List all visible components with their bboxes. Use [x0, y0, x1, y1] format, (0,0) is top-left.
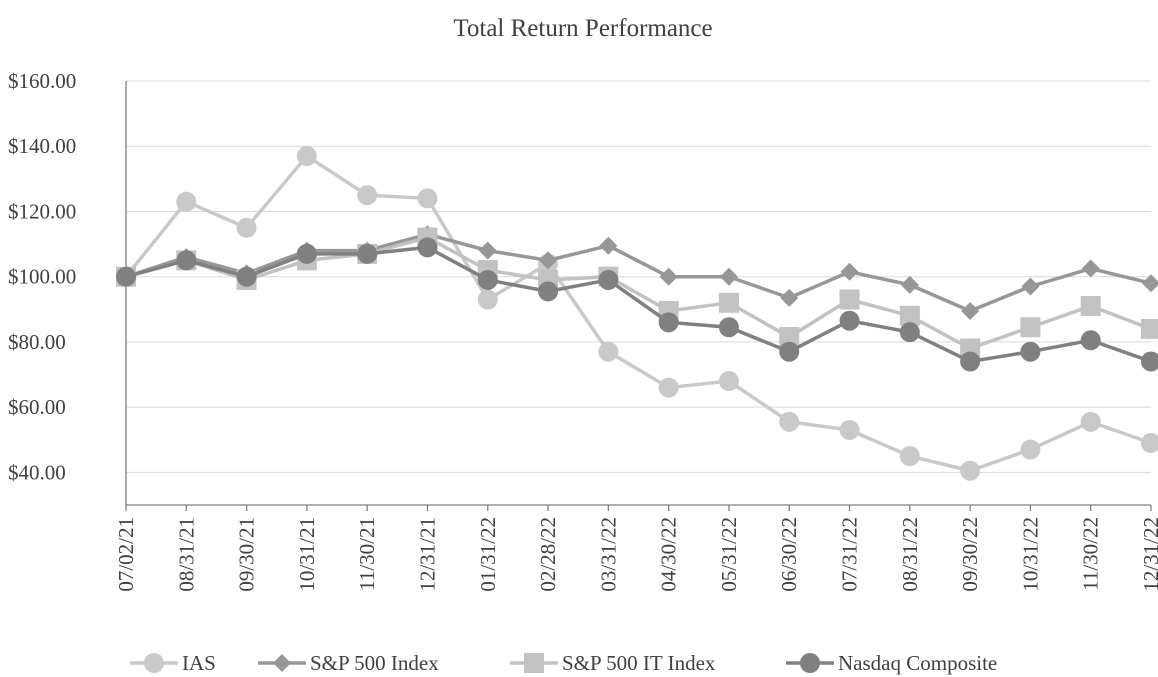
- data-point: [296, 146, 317, 167]
- data-point: [718, 317, 739, 338]
- legend-item: IAS: [130, 651, 216, 675]
- series-line: [124, 153, 1152, 473]
- data-point: [659, 267, 678, 286]
- x-tick-label: 03/31/22: [596, 517, 620, 592]
- x-tick-label: 01/31/22: [476, 517, 500, 592]
- x-tick-label: 10/31/22: [1018, 517, 1042, 592]
- legend-label: IAS: [182, 651, 216, 675]
- data-point: [236, 217, 257, 238]
- data-point: [236, 266, 257, 287]
- legend-marker: [273, 654, 291, 672]
- y-tick-label: $40.00: [8, 460, 66, 484]
- data-point: [176, 250, 197, 271]
- data-point: [116, 266, 136, 287]
- series: [116, 227, 1158, 359]
- series-line: [125, 245, 1152, 364]
- x-tick-label: 02/28/22: [536, 517, 560, 592]
- legend-label: S&P 500 IT Index: [562, 651, 716, 675]
- x-tick-label: 09/30/21: [235, 517, 259, 592]
- series-line: [125, 232, 1152, 313]
- y-tick-label: $140.00: [8, 134, 76, 158]
- legend-marker: [524, 653, 544, 673]
- data-point: [1081, 259, 1100, 278]
- x-tick-label: 11/30/22: [1079, 517, 1103, 591]
- data-point: [961, 301, 980, 320]
- data-point: [840, 262, 859, 281]
- x-tick-label: 08/31/22: [898, 517, 922, 592]
- y-tick-label: $100.00: [8, 265, 76, 289]
- data-point: [779, 341, 800, 362]
- data-point: [899, 305, 920, 326]
- data-point: [1020, 341, 1041, 362]
- data-point: [718, 371, 739, 392]
- data-point: [477, 289, 498, 310]
- x-tick-label: 08/31/21: [174, 517, 198, 592]
- x-tick-label: 06/30/22: [777, 517, 801, 592]
- data-point: [1080, 330, 1101, 351]
- data-point: [477, 269, 498, 290]
- chart-title: Total Return Performance: [453, 15, 712, 42]
- data-point: [899, 322, 920, 343]
- data-point: [1141, 433, 1158, 454]
- legend-label: Nasdaq Composite: [838, 651, 997, 675]
- series: [116, 146, 1158, 481]
- legend-marker: [144, 653, 164, 673]
- data-point: [718, 292, 739, 313]
- x-tick-label: 09/30/22: [958, 517, 982, 592]
- data-point: [839, 419, 860, 440]
- series: [116, 237, 1158, 372]
- data-point: [779, 411, 800, 432]
- data-point: [960, 351, 981, 372]
- legend-item: S&P 500 IT Index: [510, 651, 716, 675]
- data-point: [357, 185, 378, 206]
- data-point: [1021, 277, 1040, 296]
- data-point: [779, 327, 800, 348]
- data-point: [658, 377, 679, 398]
- x-tick-label: 07/02/21: [114, 517, 138, 592]
- data-point: [900, 275, 919, 294]
- x-tick-label: 10/31/21: [295, 517, 319, 592]
- x-tick-label: 05/31/22: [717, 517, 741, 592]
- y-tick-label: $60.00: [8, 395, 66, 419]
- data-point: [176, 191, 197, 212]
- data-point: [539, 251, 558, 270]
- y-tick-label: $80.00: [8, 330, 66, 354]
- x-tick-label: 12/31/21: [415, 517, 439, 592]
- data-point: [417, 237, 438, 258]
- data-point: [357, 243, 378, 264]
- x-tick-label: 04/30/22: [657, 517, 681, 592]
- data-point: [538, 281, 559, 302]
- data-point: [1080, 411, 1101, 432]
- data-point: [1142, 274, 1158, 293]
- data-point: [899, 446, 920, 467]
- data-point: [839, 289, 860, 310]
- data-point: [598, 269, 619, 290]
- data-point: [1141, 318, 1158, 339]
- data-point: [1020, 317, 1041, 338]
- x-tick-label: 12/31/22: [1139, 517, 1158, 592]
- x-tick-label: 11/30/21: [355, 517, 379, 591]
- data-point: [1141, 351, 1158, 372]
- data-point: [658, 312, 679, 333]
- y-tick-label: $160.00: [8, 69, 76, 93]
- data-point: [780, 288, 799, 307]
- data-point: [839, 310, 860, 331]
- data-point: [719, 267, 738, 286]
- legend-label: S&P 500 Index: [310, 651, 439, 675]
- data-point: [1080, 296, 1101, 317]
- data-point: [1020, 439, 1041, 460]
- data-point: [960, 460, 981, 481]
- legend-marker: [800, 653, 820, 673]
- data-point: [598, 341, 619, 362]
- legend-item: Nasdaq Composite: [786, 651, 997, 675]
- data-point: [296, 243, 317, 264]
- x-tick-label: 07/31/22: [838, 517, 862, 592]
- y-tick-label: $120.00: [8, 199, 76, 223]
- data-point: [599, 236, 618, 255]
- legend-item: S&P 500 Index: [258, 651, 439, 675]
- data-point: [478, 241, 497, 260]
- data-point: [417, 188, 438, 209]
- series-line: [125, 235, 1152, 351]
